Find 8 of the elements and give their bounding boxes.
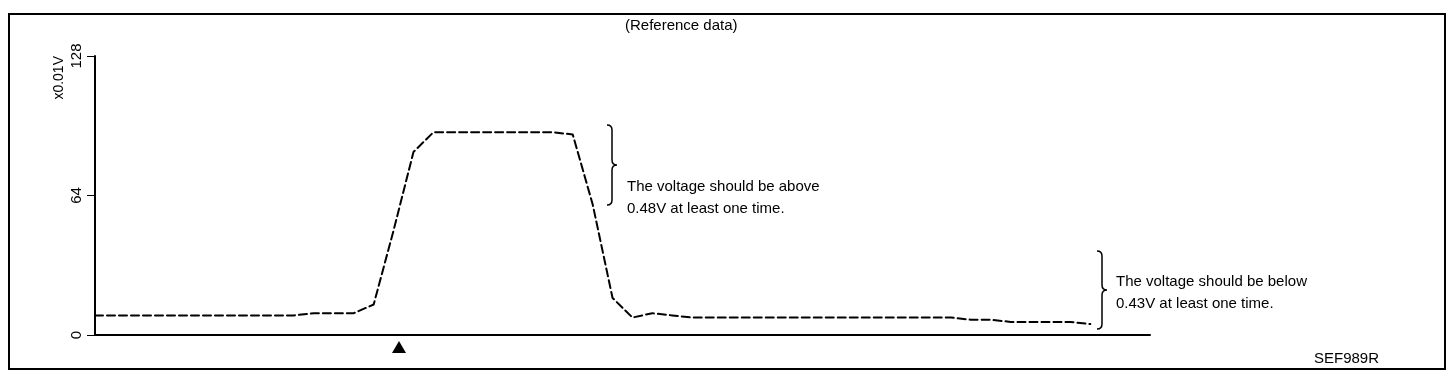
y-tick-label: 64 [67, 187, 84, 204]
annotation: The voltage should be below 0.43V at least one time. [1116, 271, 1312, 311]
y-tick-label: 0 [67, 330, 84, 340]
y-tick-label: 128 [67, 43, 84, 69]
annotation: The voltage should be above 0.48V at least one time. [627, 176, 824, 216]
y-axis-title: x0.01V [50, 55, 66, 100]
text: SEF989R [1314, 348, 1380, 366]
chart-title: (Reference data) [625, 16, 738, 33]
